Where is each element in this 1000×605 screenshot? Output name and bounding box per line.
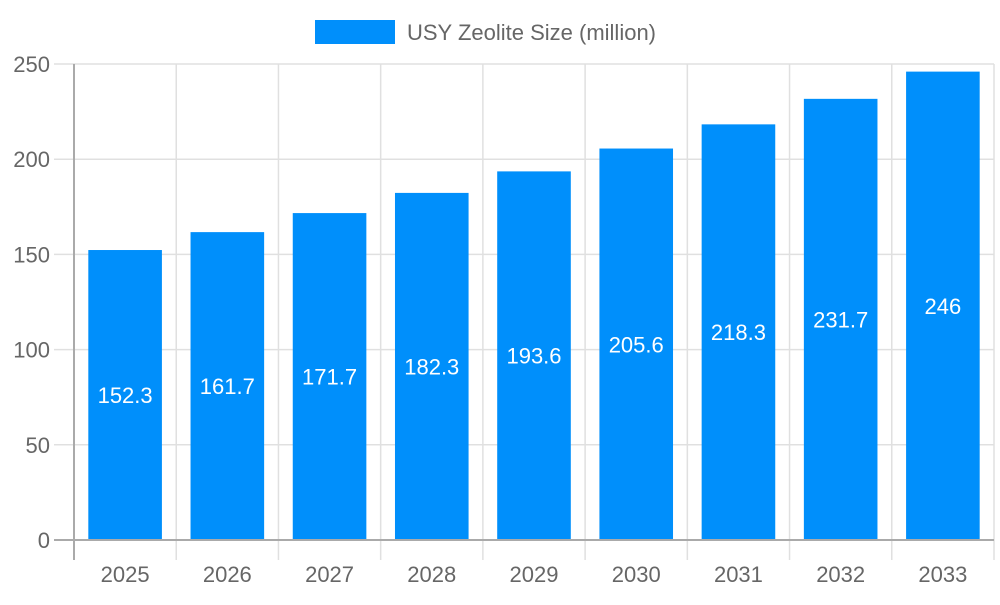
data-label: 231.7 [813, 307, 868, 332]
x-tick-label: 2025 [101, 562, 150, 587]
x-tick-label: 2027 [305, 562, 354, 587]
y-tick-label: 0 [38, 528, 50, 553]
bar[interactable] [599, 148, 674, 540]
x-tick-label: 2032 [816, 562, 865, 587]
y-tick-label: 150 [13, 242, 50, 267]
x-tick-label: 2033 [918, 562, 967, 587]
y-tick-label: 50 [26, 433, 50, 458]
bar[interactable] [803, 98, 878, 540]
bars: 152.3 161.7 171.7 182.3 193.6 205.6 218.3 231.7… [88, 71, 980, 541]
data-label: 205.6 [609, 332, 664, 357]
data-label: 182.3 [404, 354, 459, 379]
data-label: 218.3 [711, 320, 766, 345]
legend[interactable]: USY Zeolite Size (million) [315, 20, 656, 45]
data-label: 246 [925, 294, 962, 319]
legend-swatch [315, 20, 395, 44]
y-tick-label: 250 [13, 52, 50, 77]
x-tick-label: 2026 [203, 562, 252, 587]
x-tick-label: 2031 [714, 562, 763, 587]
bar[interactable] [701, 124, 776, 540]
data-label: 152.3 [98, 383, 153, 408]
x-tick-label: 2028 [407, 562, 456, 587]
bar[interactable] [906, 71, 980, 540]
x-tick-label: 2030 [612, 562, 661, 587]
bar[interactable] [292, 213, 367, 541]
x-tick-label: 2029 [510, 562, 559, 587]
bar[interactable] [394, 192, 469, 540]
bar[interactable] [190, 232, 265, 540]
legend-label: USY Zeolite Size (million) [407, 20, 656, 45]
bar[interactable] [88, 250, 162, 540]
bar[interactable] [497, 171, 571, 540]
data-label: 161.7 [200, 374, 255, 399]
data-label: 193.6 [506, 344, 561, 369]
data-label: 171.7 [302, 365, 357, 390]
axes: 0 50 100 150 200 250 2025 2026 2027 2028 2029 2030 2… [13, 52, 994, 587]
y-tick-label: 200 [13, 147, 50, 172]
y-tick-label: 100 [13, 338, 50, 363]
